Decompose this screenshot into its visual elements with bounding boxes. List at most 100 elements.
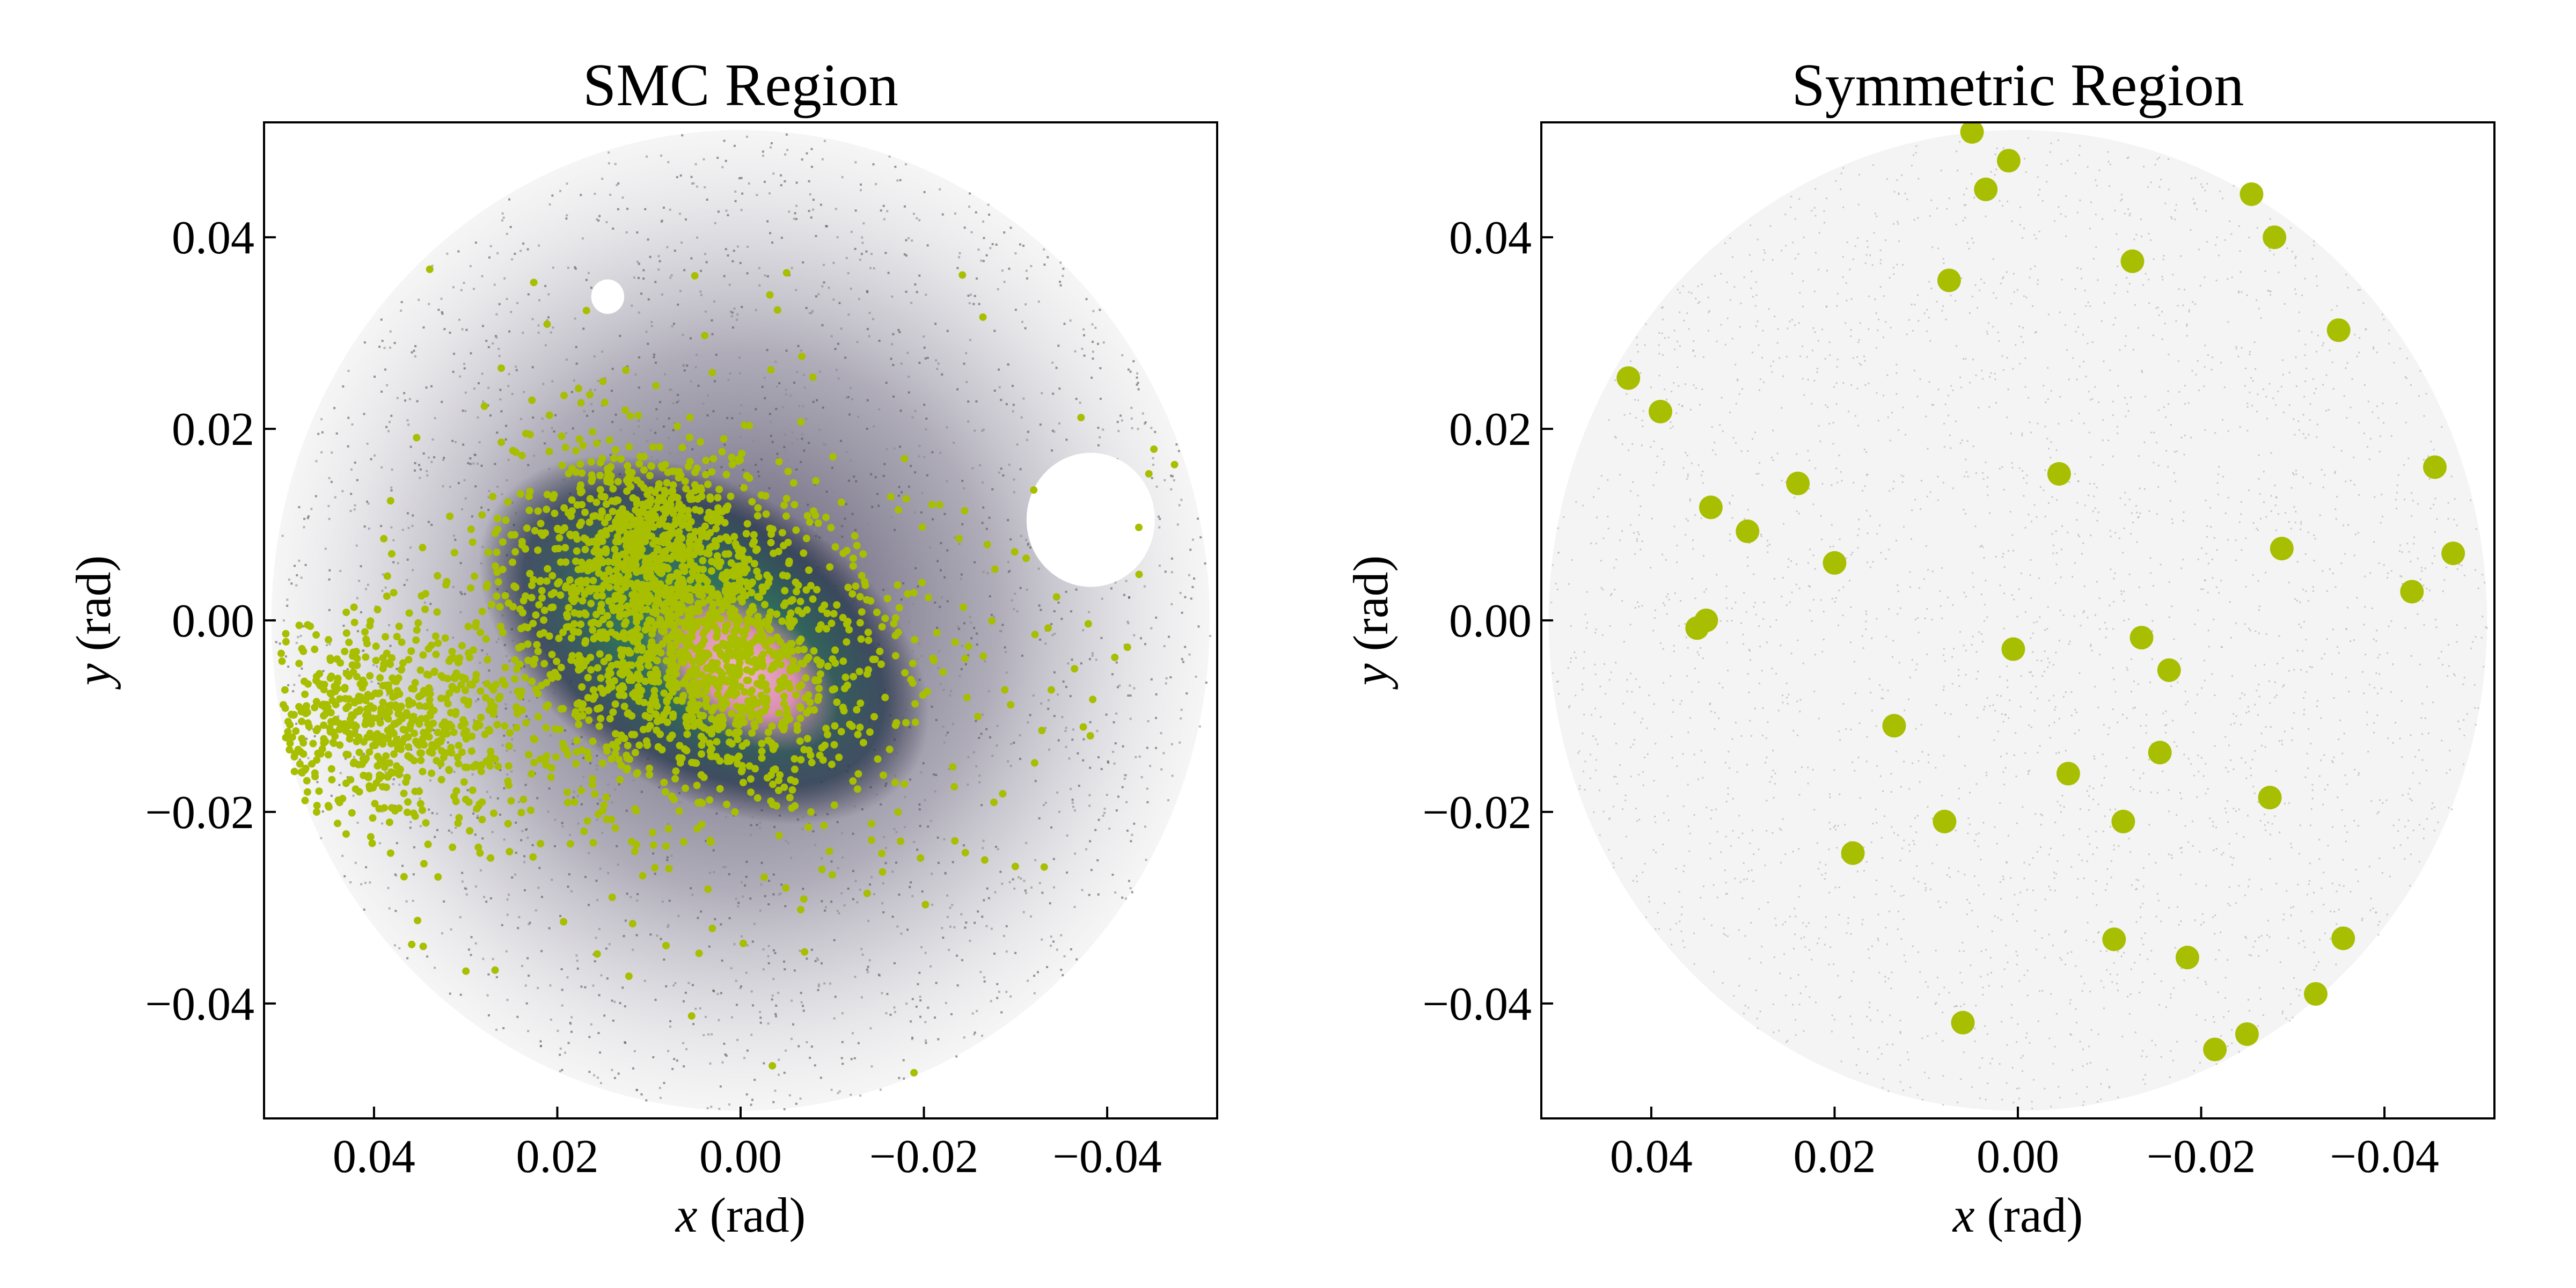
source-point [511, 548, 519, 556]
source-point [740, 484, 748, 492]
halo-speckle [273, 133, 1212, 1110]
source-point [712, 752, 720, 760]
source-point [706, 740, 714, 748]
source-point [591, 790, 599, 798]
source-point [614, 633, 623, 641]
source-point [854, 730, 862, 738]
source-point [646, 569, 654, 577]
source-point [646, 722, 654, 730]
source-point [562, 623, 570, 631]
source-point [341, 685, 349, 693]
source-point [735, 752, 743, 760]
source-point [639, 872, 647, 880]
source-point [301, 796, 309, 804]
source-point [631, 584, 639, 592]
source-point [631, 540, 639, 548]
source-point [660, 778, 668, 786]
source-point [911, 700, 919, 708]
source-point [611, 700, 619, 708]
source-point [572, 447, 580, 455]
source-point [384, 715, 392, 723]
source-point [701, 700, 709, 708]
source-point [380, 535, 388, 543]
source-point [1011, 862, 1019, 870]
source-point [810, 647, 818, 655]
source-point [383, 572, 391, 580]
source-point [796, 714, 804, 722]
source-point [472, 623, 480, 631]
source-point [504, 777, 512, 785]
source-point [645, 591, 653, 599]
source-point [822, 513, 830, 521]
source-point [663, 705, 671, 713]
panel1-ylabel: y (rad) [66, 555, 121, 690]
source-point [748, 578, 756, 586]
source-point [2400, 580, 2424, 604]
source-point [665, 865, 673, 873]
panel2-plot-area [1548, 122, 2488, 1111]
x-tick-label: 0.02 [516, 1131, 598, 1183]
source-point [427, 641, 435, 649]
source-point [679, 679, 687, 687]
source-point [747, 788, 755, 796]
source-point [567, 634, 575, 642]
source-point [474, 843, 482, 851]
source-point [653, 669, 661, 677]
source-point [723, 581, 731, 589]
source-point [823, 730, 831, 738]
source-point [468, 732, 476, 740]
source-point [763, 686, 771, 694]
source-point [305, 722, 313, 730]
source-point [781, 599, 789, 607]
source-point [312, 808, 320, 816]
source-point [449, 843, 457, 851]
source-point [635, 674, 643, 682]
source-point [805, 566, 813, 574]
source-point [2263, 225, 2287, 250]
source-point [747, 606, 755, 614]
source-point [733, 729, 741, 737]
source-point [816, 670, 824, 678]
source-point [642, 737, 650, 745]
source-point [594, 564, 602, 572]
source-point [536, 577, 544, 586]
source-point [312, 698, 320, 706]
source-point [448, 749, 456, 757]
source-point [572, 531, 580, 539]
source-point [420, 860, 428, 868]
source-point [547, 604, 555, 612]
source-point [635, 460, 643, 468]
source-point [857, 635, 865, 643]
source-point [858, 572, 866, 580]
source-point [625, 557, 633, 565]
source-point [579, 597, 587, 605]
source-point [1030, 759, 1038, 767]
source-point [874, 755, 882, 763]
source-point [422, 702, 430, 711]
source-point [543, 752, 551, 760]
source-point [857, 699, 865, 707]
source-point [465, 697, 473, 705]
source-point [385, 818, 393, 826]
source-point [1044, 624, 1052, 632]
source-point [568, 595, 576, 603]
source-point [662, 942, 670, 950]
source-point [655, 480, 663, 488]
source-point [434, 572, 442, 580]
source-point [758, 740, 766, 748]
source-point [695, 590, 703, 598]
source-point [773, 610, 781, 618]
source-point [683, 730, 691, 738]
source-point [782, 884, 790, 892]
source-point [387, 550, 396, 558]
source-point [811, 511, 819, 519]
source-point [526, 569, 534, 577]
source-point [776, 638, 784, 646]
source-point [803, 512, 811, 520]
source-point [798, 353, 806, 361]
source-point [538, 587, 546, 595]
source-point [715, 684, 723, 692]
source-point [951, 638, 959, 646]
source-point [797, 418, 805, 426]
source-point [451, 710, 459, 718]
